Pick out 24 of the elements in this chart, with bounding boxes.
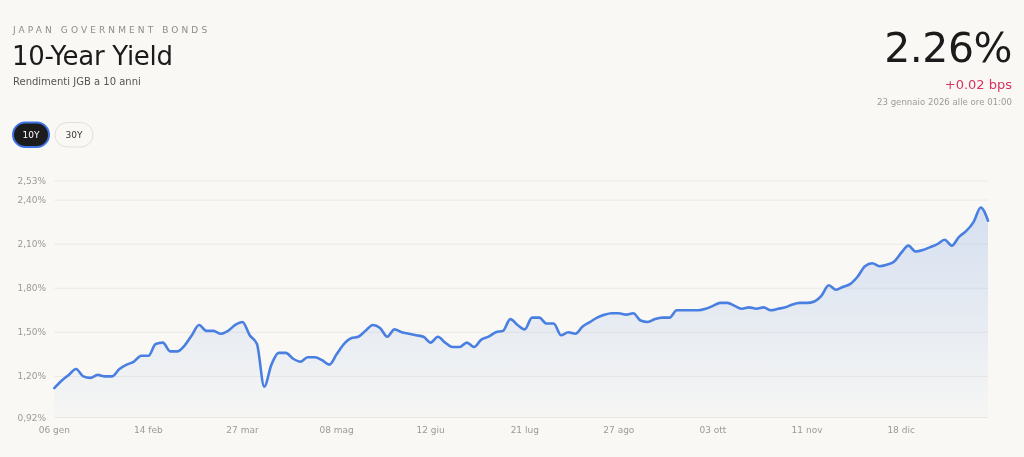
x-tick-label: 27 mar (226, 425, 259, 435)
x-tick-label: 06 gen (38, 425, 70, 435)
x-tick-label: 11 nov (791, 425, 824, 435)
y-tick-label: 1,20% (17, 371, 47, 382)
x-tick-label: 21 lug (510, 425, 539, 435)
y-tick-label: 1,80% (17, 283, 47, 294)
toggle-button: 10Y (12, 121, 50, 148)
text: +0.02 bps (944, 77, 1013, 92)
x-tick-label: 12 giu (416, 425, 445, 435)
x-tick-label: 14 feb (134, 425, 164, 435)
y-tick-label: 2,53% (17, 176, 47, 186)
text: 23 gennaio 2026 alle ore 01:00 (877, 97, 1012, 107)
chart-title: 10-Year Yield (12, 41, 173, 71)
x-tick-label: 27 ago (603, 425, 635, 435)
y-tick-label: 2,40% (17, 195, 47, 206)
text: JAPAN GOVERNMENT BONDS (12, 24, 211, 35)
y-tick-label: 0,92% (17, 412, 47, 423)
x-tick-label: 08 mag (319, 425, 354, 435)
x-tick-label: 03 ott (699, 425, 727, 435)
x-tick-label: 18 dic (887, 425, 915, 435)
chart-subtitle: Rendimenti JGB a 10 anni (13, 76, 141, 87)
y-tick-label: 1,50% (17, 327, 47, 338)
y-tick-label: 2,10% (17, 239, 47, 250)
text: 2.26% (884, 24, 1012, 72)
